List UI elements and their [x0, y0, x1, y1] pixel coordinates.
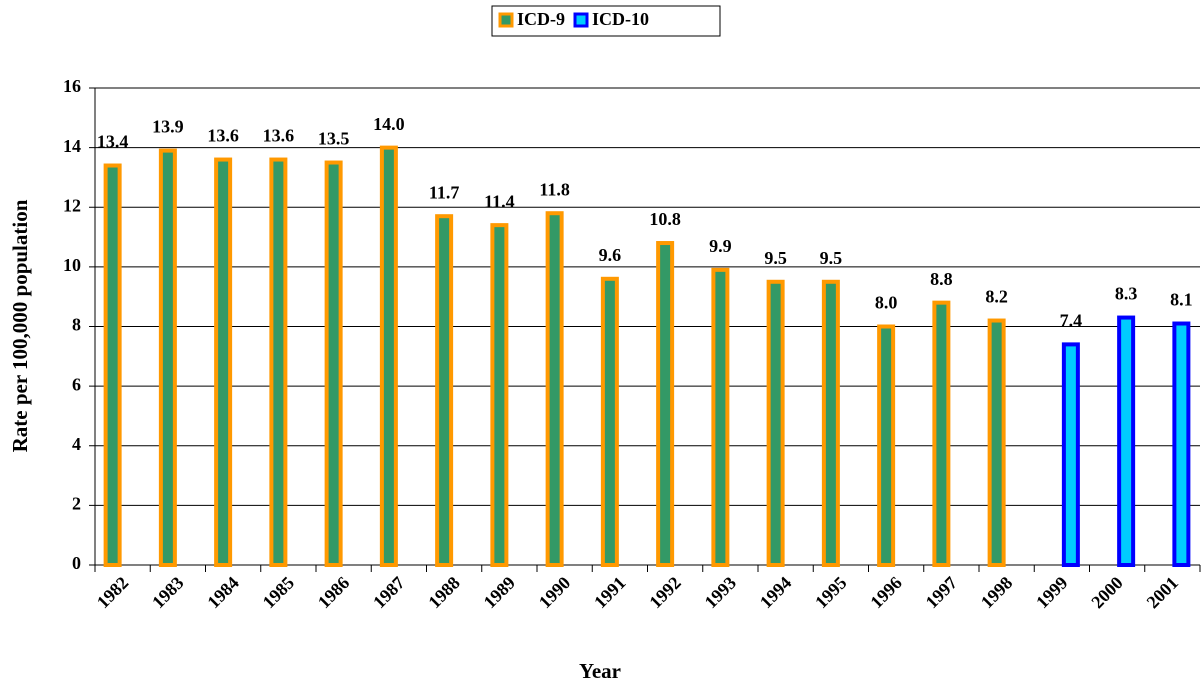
y-tick-label: 0	[72, 553, 81, 573]
bar	[600, 276, 619, 567]
data-label: 13.9	[152, 117, 184, 137]
legend-label: ICD-9	[517, 9, 565, 29]
bar	[490, 223, 509, 567]
y-tick-label: 12	[63, 195, 81, 215]
data-label: 8.3	[1115, 284, 1138, 304]
bar	[821, 279, 840, 567]
bar	[766, 279, 785, 567]
bar	[1061, 342, 1080, 568]
data-label: 8.1	[1170, 290, 1193, 310]
data-label: 13.6	[263, 126, 295, 146]
data-label: 10.8	[649, 209, 681, 229]
x-tick-label: 1994	[756, 573, 796, 613]
data-label: 9.9	[709, 236, 732, 256]
data-label: 9.5	[820, 248, 843, 268]
y-axis-title: Rate per 100,000 population	[8, 199, 32, 452]
x-tick-label: 1992	[645, 573, 685, 613]
data-label: 8.8	[930, 269, 953, 289]
data-label: 14.0	[373, 114, 405, 134]
data-label: 11.8	[539, 179, 570, 199]
bar	[269, 157, 288, 568]
y-tick-label: 2	[72, 494, 81, 514]
x-tick-label: 1996	[866, 573, 906, 613]
legend-label: ICD-10	[592, 9, 649, 29]
data-label: 9.5	[764, 248, 787, 268]
bar	[711, 267, 730, 567]
data-label: 11.4	[484, 191, 515, 211]
y-tick-label: 14	[63, 136, 81, 156]
y-tick-label: 16	[63, 76, 81, 96]
data-label: 8.2	[985, 287, 1008, 307]
x-tick-label: 1987	[369, 573, 409, 613]
bar	[877, 324, 896, 567]
bar	[379, 145, 398, 567]
data-label: 8.0	[875, 293, 898, 313]
x-tick-label: 1988	[424, 573, 464, 613]
y-tick-label: 4	[72, 434, 81, 454]
legend-box	[491, 5, 721, 37]
data-label: 13.5	[318, 129, 350, 149]
data-label: 13.4	[97, 132, 129, 152]
x-tick-label: 2000	[1087, 573, 1127, 613]
y-tick-label: 8	[72, 315, 81, 335]
bar	[435, 214, 454, 567]
legend-swatch	[498, 12, 514, 28]
bar	[1172, 321, 1191, 567]
x-tick-label: 1991	[590, 573, 630, 613]
y-tick-label: 6	[72, 374, 81, 394]
x-tick-label: 2001	[1143, 573, 1183, 613]
bar	[545, 211, 564, 567]
bar	[1117, 315, 1136, 567]
x-tick-label: 1986	[314, 573, 354, 613]
x-tick-label: 1997	[922, 573, 962, 613]
bar	[656, 241, 675, 567]
legend-swatch	[573, 12, 589, 28]
data-label: 7.4	[1060, 311, 1083, 331]
y-tick-label: 10	[63, 255, 81, 275]
x-tick-label: 1990	[535, 573, 575, 613]
bar	[158, 148, 177, 567]
x-tick-label: 1999	[1032, 573, 1072, 613]
bar	[932, 300, 951, 567]
x-tick-label: 1998	[977, 573, 1017, 613]
x-tick-label: 1989	[480, 573, 520, 613]
bar	[103, 163, 122, 567]
bar	[214, 157, 233, 568]
x-axis-title: Year	[579, 659, 621, 683]
data-label: 9.6	[599, 245, 622, 265]
legend: ICD-9 ICD-10	[491, 5, 721, 37]
data-label: 11.7	[429, 182, 460, 202]
x-tick-label: 1995	[811, 573, 851, 613]
data-label: 13.6	[207, 126, 239, 146]
x-tick-label: 1982	[93, 573, 133, 613]
bar	[324, 160, 343, 567]
x-tick-label: 1984	[203, 573, 243, 613]
bar	[987, 318, 1006, 567]
x-tick-label: 1993	[701, 573, 741, 613]
x-tick-label: 1985	[259, 573, 299, 613]
x-tick-label: 1983	[148, 573, 188, 613]
